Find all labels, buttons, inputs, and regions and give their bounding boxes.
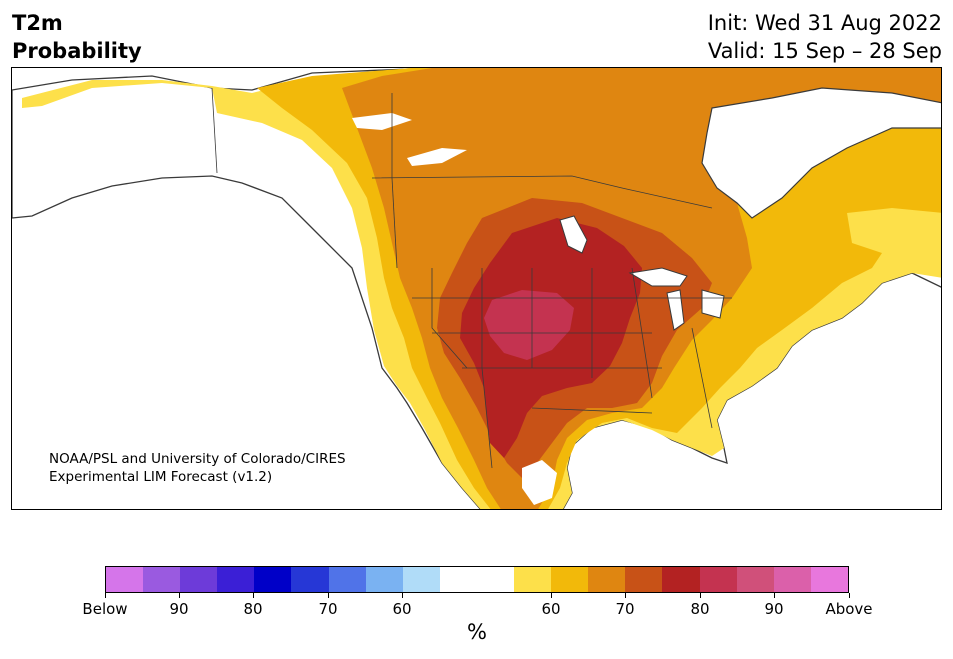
colorbar-tick-label: 90 <box>764 600 784 618</box>
colorbar-bin <box>810 567 848 592</box>
product-label: Probability <box>12 39 142 63</box>
colorbar-bin <box>551 567 589 592</box>
probability-map <box>11 67 942 510</box>
map-credit: NOAA/PSL and University of Colorado/CIRE… <box>49 450 346 486</box>
colorbar-tick-label: 70 <box>318 600 338 618</box>
credit-line-2: Experimental LIM Forecast (v1.2) <box>49 469 273 485</box>
colorbar-unit: % <box>467 620 487 644</box>
init-date: Init: Wed 31 Aug 2022 <box>707 11 942 35</box>
colorbar-tick-label: Above <box>825 600 873 618</box>
colorbar-tickmark <box>402 593 403 598</box>
credit-line-1: NOAA/PSL and University of Colorado/CIRE… <box>49 451 346 467</box>
colorbar-tick-label: 80 <box>690 600 710 618</box>
great-lake-huron <box>701 289 725 319</box>
colorbar-tickmark <box>700 593 701 598</box>
colorbar-bin <box>365 567 403 592</box>
colorbar-bin <box>180 567 218 592</box>
mexico-plateau-gap <box>522 460 557 505</box>
colorbar-bin <box>514 567 552 592</box>
colorbar-bin <box>291 567 329 592</box>
colorbar-bin <box>773 567 811 592</box>
hudson-bay <box>701 87 941 219</box>
valid-period: Valid: 15 Sep – 28 Sep <box>707 39 942 63</box>
colorbar-tick-label: 70 <box>615 600 635 618</box>
colorbar-bin <box>476 567 515 592</box>
colorbar-tickmark <box>253 593 254 598</box>
arctic-lake-1 <box>352 113 412 130</box>
colorbar-tickmark <box>774 593 775 598</box>
map-title: T2m Probability <box>12 9 142 65</box>
colorbar-bin <box>662 567 700 592</box>
colorbar-tickmark <box>849 593 850 598</box>
colorbar-tick-label: 60 <box>392 600 412 618</box>
colorbar-bin <box>402 567 440 592</box>
colorbar-tick-label: 90 <box>169 600 189 618</box>
colorbar-tick-label: 60 <box>541 600 561 618</box>
prob-region-85 <box>484 290 574 360</box>
colorbar-bin <box>254 567 292 592</box>
colorbar-bin <box>217 567 255 592</box>
colorbar-tick-label: Below <box>82 600 128 618</box>
colorbar-bin <box>439 567 477 592</box>
colorbar-bin <box>106 567 144 592</box>
date-info: Init: Wed 31 Aug 2022 Valid: 15 Sep – 28… <box>708 9 942 65</box>
colorbar-tickmark <box>179 593 180 598</box>
variable-label: T2m <box>12 11 63 35</box>
great-lake-michigan <box>666 289 685 331</box>
colorbar-bin <box>736 567 774 592</box>
colorbar-tickmark <box>551 593 552 598</box>
colorbar-bin <box>143 567 181 592</box>
colorbar-tick-label: 80 <box>243 600 263 618</box>
arctic-lake-2 <box>407 148 467 166</box>
colorbar-tickmark <box>105 593 106 598</box>
great-lake-superior <box>628 267 688 287</box>
colorbar-tickmark <box>328 593 329 598</box>
colorbar-bin <box>699 567 737 592</box>
colorbar <box>105 566 849 593</box>
political-borders <box>211 87 732 469</box>
colorbar-tickmark <box>625 593 626 598</box>
map-canvas <box>12 68 941 509</box>
lake-winnipeg <box>559 215 588 254</box>
colorbar-bin <box>588 567 626 592</box>
colorbar-bin <box>625 567 663 592</box>
colorbar-bin <box>328 567 366 592</box>
